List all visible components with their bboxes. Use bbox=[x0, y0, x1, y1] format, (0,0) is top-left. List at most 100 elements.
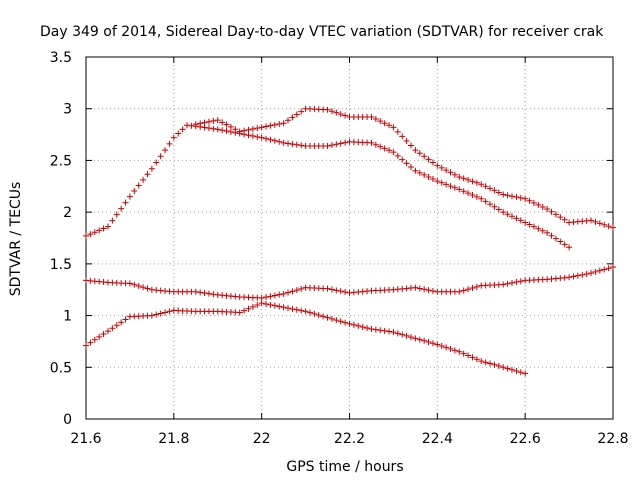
data-point bbox=[83, 342, 89, 349]
data-point bbox=[386, 328, 393, 335]
data-point bbox=[381, 120, 388, 127]
data-point bbox=[223, 121, 230, 128]
data-point bbox=[184, 122, 191, 129]
data-point bbox=[522, 219, 529, 226]
data-point bbox=[280, 304, 287, 311]
data-point bbox=[263, 135, 270, 142]
data-point bbox=[504, 365, 511, 372]
data-point bbox=[429, 287, 436, 294]
data-point bbox=[566, 244, 573, 251]
data-point bbox=[412, 284, 419, 291]
data-point bbox=[447, 169, 454, 176]
data-point bbox=[210, 125, 217, 132]
data-point bbox=[241, 307, 248, 314]
data-point bbox=[333, 109, 340, 116]
data-point bbox=[170, 134, 177, 141]
data-point bbox=[377, 143, 384, 150]
data-point bbox=[403, 137, 410, 144]
y-tick-label: 3 bbox=[63, 102, 72, 118]
data-point bbox=[205, 118, 212, 125]
data-point bbox=[438, 342, 445, 349]
data-point bbox=[153, 311, 160, 318]
data-point bbox=[403, 160, 410, 167]
data-point bbox=[271, 302, 278, 309]
data-point bbox=[535, 201, 542, 208]
data-point bbox=[205, 125, 212, 132]
data-points bbox=[83, 105, 616, 377]
data-point bbox=[118, 205, 125, 212]
data-point bbox=[491, 203, 498, 210]
data-point bbox=[245, 305, 252, 312]
data-point bbox=[359, 323, 366, 330]
data-point bbox=[465, 352, 472, 359]
data-point bbox=[522, 195, 529, 202]
data-point bbox=[258, 134, 265, 141]
data-point bbox=[122, 199, 129, 206]
data-point bbox=[500, 364, 507, 371]
grid bbox=[86, 57, 613, 419]
data-point bbox=[465, 286, 472, 293]
data-point bbox=[601, 266, 608, 273]
data-point bbox=[153, 159, 160, 166]
data-point bbox=[386, 147, 393, 154]
data-point bbox=[333, 141, 340, 148]
data-point bbox=[109, 325, 116, 332]
data-point bbox=[241, 127, 248, 134]
data-point bbox=[539, 227, 546, 234]
data-point bbox=[219, 127, 226, 134]
data-point bbox=[166, 308, 173, 315]
data-point bbox=[407, 142, 414, 149]
data-point bbox=[140, 284, 147, 291]
series-track-c bbox=[83, 263, 616, 301]
data-point bbox=[289, 141, 296, 148]
data-point bbox=[451, 347, 458, 354]
series-track-d bbox=[83, 300, 529, 377]
data-point bbox=[592, 268, 599, 275]
data-point bbox=[219, 119, 226, 126]
data-point bbox=[368, 139, 375, 146]
data-point bbox=[610, 263, 616, 270]
data-point bbox=[372, 326, 379, 333]
data-point bbox=[544, 229, 551, 236]
data-point bbox=[258, 294, 265, 301]
y-tick-label: 0 bbox=[63, 412, 72, 428]
data-point bbox=[293, 111, 300, 118]
data-point bbox=[473, 283, 480, 290]
data-point bbox=[113, 211, 120, 218]
data-point bbox=[263, 300, 270, 307]
data-point bbox=[390, 149, 397, 156]
data-point bbox=[451, 184, 458, 191]
data-point bbox=[508, 193, 515, 200]
data-point bbox=[443, 181, 450, 188]
data-point bbox=[407, 334, 414, 341]
y-tick-label: 1 bbox=[63, 309, 72, 325]
series-track-b bbox=[192, 105, 616, 231]
data-point bbox=[144, 285, 151, 292]
data-point bbox=[293, 306, 300, 313]
data-point bbox=[570, 273, 577, 280]
data-point bbox=[460, 287, 467, 294]
data-point bbox=[548, 232, 555, 239]
data-point bbox=[535, 225, 542, 232]
data-point bbox=[425, 173, 432, 180]
data-point bbox=[491, 187, 498, 194]
data-point bbox=[236, 309, 243, 316]
data-point bbox=[434, 341, 441, 348]
data-point bbox=[267, 122, 274, 129]
data-point bbox=[508, 279, 515, 286]
data-point bbox=[504, 211, 511, 218]
data-point bbox=[271, 292, 278, 299]
data-point bbox=[522, 370, 529, 377]
data-point bbox=[280, 139, 287, 146]
data-point bbox=[517, 194, 524, 201]
data-point bbox=[588, 270, 595, 277]
data-point bbox=[478, 195, 485, 202]
y-tick-label: 0.5 bbox=[50, 360, 72, 376]
data-point bbox=[478, 181, 485, 188]
data-point bbox=[289, 114, 296, 121]
data-point bbox=[109, 217, 116, 224]
data-point bbox=[399, 331, 406, 338]
data-point bbox=[311, 310, 318, 317]
data-point bbox=[328, 286, 335, 293]
x-tick-label: 22.4 bbox=[422, 431, 453, 447]
